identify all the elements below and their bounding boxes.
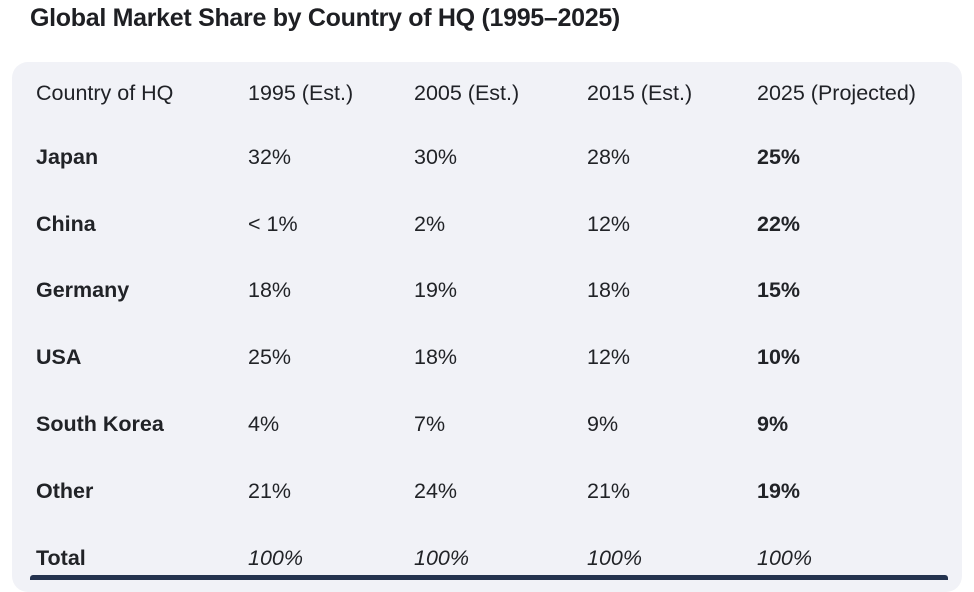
header-cell-2025: 2025 (Projected) (757, 80, 916, 105)
value-cell-projected: 10% (757, 345, 801, 370)
value-cell-projected: 9% (757, 412, 789, 437)
value-cell-projected: 100% (757, 545, 812, 570)
value-cell: 19% (414, 278, 458, 303)
value-cell: 30% (414, 144, 458, 169)
bottom-divider-bar (30, 575, 948, 580)
value-cell: 12% (587, 345, 631, 370)
country-cell: Total (36, 545, 86, 570)
value-cell: 32% (248, 144, 292, 169)
value-cell: 18% (414, 345, 458, 370)
table-header-row: Country of HQ 1995 (Est.) 2005 (Est.) 20… (12, 62, 962, 124)
value-cell: 12% (587, 211, 631, 236)
value-cell: 4% (248, 412, 280, 437)
table-row-south-korea: South Korea 4% 7% 9% 9% (12, 391, 962, 458)
value-cell-projected: 15% (757, 278, 801, 303)
header-cell-2005: 2005 (Est.) (414, 80, 520, 105)
value-cell: 100% (248, 545, 303, 570)
value-cell: 100% (587, 545, 642, 570)
country-cell: USA (36, 345, 82, 370)
value-cell: 9% (587, 412, 619, 437)
value-cell: 18% (248, 278, 292, 303)
page-title: Global Market Share by Country of HQ (19… (30, 4, 620, 32)
value-cell: < 1% (248, 211, 298, 236)
table-row-japan: Japan 32% 30% 28% 25% (12, 124, 962, 191)
value-cell: 28% (587, 144, 631, 169)
market-share-table: Country of HQ 1995 (Est.) 2005 (Est.) 20… (12, 62, 962, 592)
value-cell-projected: 25% (757, 144, 801, 169)
value-cell-projected: 19% (757, 478, 801, 503)
country-cell: Japan (36, 144, 99, 169)
table-row-other: Other 21% 24% 21% 19% (12, 458, 962, 525)
value-cell: 21% (248, 478, 292, 503)
table-row-total: Total 100% 100% 100% 100% (12, 525, 962, 592)
country-cell: Other (36, 478, 94, 503)
table-row-china: China < 1% 2% 12% 22% (12, 191, 962, 258)
table-row-germany: Germany 18% 19% 18% 15% (12, 258, 962, 325)
value-cell-projected: 22% (757, 211, 801, 236)
value-cell: 18% (587, 278, 631, 303)
value-cell: 25% (248, 345, 292, 370)
table-row-usa: USA 25% 18% 12% 10% (12, 324, 962, 391)
country-cell: Germany (36, 278, 130, 303)
value-cell: 24% (414, 478, 458, 503)
value-cell: 100% (414, 545, 469, 570)
country-cell: South Korea (36, 412, 164, 437)
header-cell-2015: 2015 (Est.) (587, 80, 693, 105)
value-cell: 21% (587, 478, 631, 503)
value-cell: 7% (414, 412, 446, 437)
country-cell: China (36, 211, 96, 236)
value-cell: 2% (414, 211, 446, 236)
header-cell-country: Country of HQ (36, 80, 174, 105)
header-cell-1995: 1995 (Est.) (248, 80, 354, 105)
